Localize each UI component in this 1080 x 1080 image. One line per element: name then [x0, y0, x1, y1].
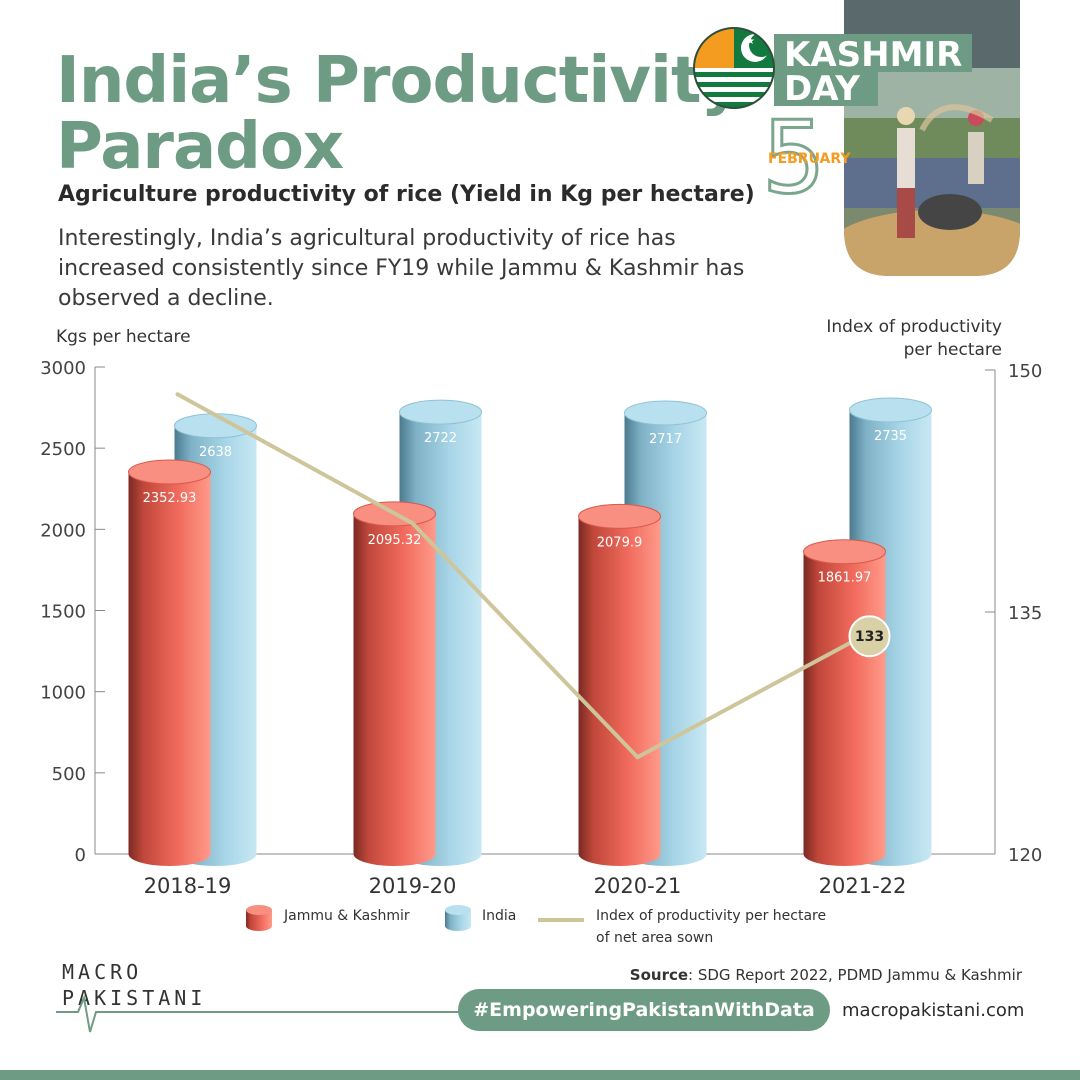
jk-bar-value-label: 2079.9 [597, 535, 643, 550]
left-axis-tick-label: 3000 [40, 358, 86, 379]
legend-india-swatch-top [445, 905, 471, 915]
india-bar-value-label: 2717 [649, 432, 682, 447]
index-line-point [635, 755, 640, 760]
badge-text-box-2 [774, 70, 878, 106]
hashtag-pill: #EmpoweringPakistanWithData [458, 989, 830, 1031]
left-axis-tick-label: 2000 [40, 520, 86, 541]
left-axis-tick-label: 1500 [40, 602, 86, 623]
india-bar-top [174, 413, 257, 439]
legend-india-label: India [482, 908, 516, 924]
source-label: Source [629, 966, 689, 984]
x-axis-tick-label: 2020-21 [594, 874, 682, 898]
legend-jk-swatch-body [246, 910, 272, 931]
legend-jk-swatch [246, 905, 272, 931]
badge-month-text: FEBRUARY [768, 151, 851, 167]
index-line [176, 392, 864, 760]
page-title: India’s Productivity Paradox [56, 48, 742, 180]
legend-india-swatch-body [445, 910, 471, 931]
kashmir-day-badge: KASHMIR DAY ★ 5 FEBRUARY [693, 0, 1020, 276]
legend-index-label-line-2: of net area sown [596, 930, 713, 946]
logo-text-top: MACRO [62, 960, 143, 984]
field-photo-image [844, 68, 1020, 276]
left-axis-title: Kgs per hectare [56, 327, 191, 347]
right-axis-title-line-2: per hectare [904, 340, 1002, 360]
x-axis-tick-label: 2018-19 [144, 874, 232, 898]
source-note: Source: SDG Report 2022, PDMD Jammu & Ka… [630, 966, 1022, 984]
india-bar-top [399, 399, 482, 425]
jk-bar-value-label: 2095.32 [368, 533, 422, 548]
jk-bar-value-label: 2352.93 [143, 491, 197, 506]
left-axis-tick-label: 2500 [40, 439, 86, 460]
jk-bar-body [578, 516, 661, 866]
legend-jk-label: Jammu & Kashmir [283, 908, 410, 924]
logo-pulse-icon [56, 994, 476, 1033]
badge-text-box-1 [774, 34, 972, 72]
title-line-2: Paradox [56, 110, 344, 184]
description-text: Interestingly, India’s agricultural prod… [58, 226, 745, 311]
left-axis-tick-label: 500 [52, 764, 86, 785]
x-axis-tick-label: 2019-20 [369, 874, 457, 898]
jk-bar [353, 501, 436, 866]
index-callout-label: 133 [855, 629, 884, 645]
left-axis-tick-label: 1000 [40, 683, 86, 704]
jk-bar-body [803, 551, 886, 866]
jk-bar-body [128, 472, 211, 866]
india-bar-top [849, 397, 932, 423]
right-axis-tick-label: 120 [1008, 845, 1042, 866]
legend-jk-swatch-top [246, 905, 272, 915]
badge-day-text: DAY [784, 69, 860, 109]
india-bar-top [624, 400, 707, 426]
index-line-point [175, 392, 180, 397]
index-line-point [410, 521, 415, 526]
jk-bar [578, 503, 661, 866]
x-axis-tick-label: 2021-22 [819, 874, 907, 898]
jk-bar-top [803, 539, 886, 565]
india-bar-value-label: 2735 [874, 429, 907, 444]
jk-bar-top [128, 459, 211, 485]
chart-subtitle: Agriculture productivity of rice (Yield … [58, 182, 755, 207]
legend-india-swatch [445, 905, 471, 931]
title-line-1: India’s Productivity [56, 44, 742, 118]
legend-index-label-line-1: Index of productivity per hectare [596, 908, 826, 924]
source-text: : SDG Report 2022, PDMD Jammu & Kashmir [688, 966, 1022, 984]
badge-day-number: 5 [762, 99, 826, 216]
rice-yield-chart: Kgs per hectare Index of productivity pe… [40, 317, 1042, 946]
jk-bar-value-label: 1861.97 [818, 571, 872, 586]
jk-bar [803, 539, 886, 866]
right-axis-tick-label: 150 [1008, 361, 1042, 382]
jk-bar-body [353, 513, 436, 866]
jk-bar-top [578, 503, 661, 529]
jk-bar [128, 459, 211, 866]
index-callout-marker [848, 615, 891, 658]
svg-text:★: ★ [746, 36, 755, 47]
bottom-accent-bar [0, 1070, 1080, 1080]
left-axis-tick-label: 0 [75, 845, 86, 866]
india-bar-value-label: 2722 [424, 431, 457, 446]
right-axis-title-line-1: Index of productivity [826, 317, 1002, 337]
right-axis-tick-label: 135 [1008, 603, 1042, 624]
india-bar-value-label: 2638 [199, 445, 232, 460]
website-link[interactable]: macropakistani.com [842, 1000, 1025, 1021]
badge-kashmir-text: KASHMIR [784, 35, 962, 75]
